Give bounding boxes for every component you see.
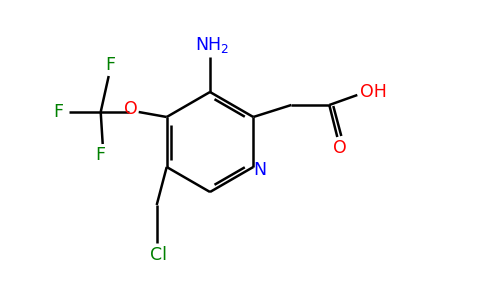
Text: NH$_2$: NH$_2$: [195, 35, 229, 55]
Text: N: N: [254, 161, 267, 179]
Text: O: O: [124, 100, 137, 118]
Text: O: O: [333, 139, 347, 157]
Text: F: F: [54, 103, 64, 121]
Text: F: F: [106, 56, 116, 74]
Text: F: F: [96, 146, 106, 164]
Text: Cl: Cl: [150, 246, 167, 264]
Text: OH: OH: [360, 83, 387, 101]
